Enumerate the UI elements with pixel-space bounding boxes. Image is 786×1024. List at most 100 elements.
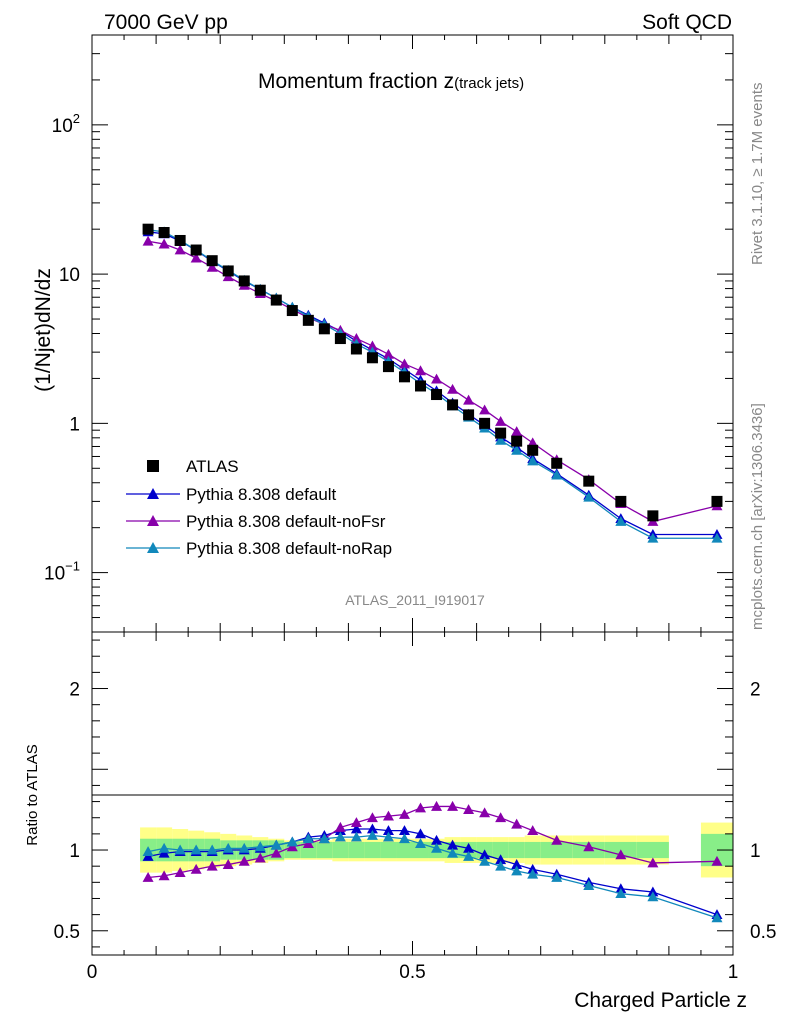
data-point-atlas bbox=[334, 333, 346, 345]
series-point bbox=[495, 415, 507, 426]
main-y-ticks: 10−1 1 10 102 bbox=[44, 34, 733, 633]
data-point-atlas bbox=[270, 294, 282, 306]
series-point bbox=[647, 532, 659, 543]
ratio-point bbox=[174, 844, 186, 855]
series-point bbox=[158, 238, 170, 249]
series-point bbox=[511, 444, 523, 455]
band-inner bbox=[316, 841, 333, 859]
ratio-point bbox=[511, 859, 523, 869]
ratio-point bbox=[463, 850, 475, 861]
ratio-point bbox=[398, 833, 410, 844]
data-point-atlas bbox=[495, 427, 507, 439]
legend-item-nofsr: Pythia 8.308 default-noFsr bbox=[126, 512, 386, 531]
data-point-atlas bbox=[190, 244, 202, 256]
ratio-point bbox=[382, 810, 394, 821]
ratio-point bbox=[647, 857, 659, 868]
series-point bbox=[206, 261, 218, 272]
main-panel: 10−1 1 10 102 bbox=[44, 34, 734, 633]
band-inner bbox=[508, 841, 525, 859]
ratio-panel: 0.5 0.5 1 1 2 2 bbox=[54, 631, 776, 956]
ratio-point bbox=[415, 838, 427, 848]
data-point-atlas bbox=[142, 223, 154, 235]
ratio-tick-label: 2 bbox=[69, 680, 80, 701]
ratio-point bbox=[334, 821, 346, 832]
ratio-point bbox=[254, 841, 266, 852]
data-point-atlas bbox=[479, 417, 491, 429]
ratio-point bbox=[366, 823, 378, 834]
ratio-tick-label-right: 1 bbox=[750, 841, 761, 862]
ratio-point bbox=[431, 842, 443, 853]
legend-marker-nofsr bbox=[147, 515, 159, 526]
ratio-tick-label: 0.5 bbox=[54, 922, 80, 943]
data-point-atlas bbox=[415, 380, 427, 392]
series-point bbox=[463, 394, 475, 405]
series-point bbox=[415, 365, 427, 376]
x-ticks: 0 0.5 1 bbox=[87, 35, 738, 983]
ratio-point bbox=[431, 800, 443, 811]
ratio-point bbox=[415, 828, 427, 839]
ratio-point bbox=[222, 859, 234, 869]
y-tick-label: 10 bbox=[59, 265, 80, 286]
plot-title: Momentum fraction z(track jets) bbox=[258, 70, 524, 93]
ratio-point bbox=[615, 888, 627, 899]
data-point-atlas bbox=[583, 475, 595, 487]
data-point-atlas bbox=[286, 305, 298, 317]
data-point-atlas bbox=[350, 343, 362, 355]
series-point bbox=[142, 235, 154, 246]
data-point-atlas bbox=[206, 255, 218, 267]
ratio-point bbox=[551, 871, 563, 882]
data-point-atlas bbox=[222, 265, 234, 277]
series-point bbox=[350, 333, 362, 343]
ratio-point bbox=[447, 839, 459, 850]
data-point-atlas bbox=[527, 444, 539, 456]
y-axis-label: (1/Njet)dN/dz bbox=[32, 268, 55, 392]
ratio-point bbox=[711, 912, 723, 923]
series-point bbox=[366, 340, 378, 351]
plot-title-sub: (track jets) bbox=[454, 75, 524, 92]
band-inner bbox=[540, 841, 573, 859]
data-point-atlas bbox=[431, 389, 443, 401]
data-point-atlas bbox=[302, 314, 314, 326]
series-point bbox=[511, 426, 523, 437]
ratio-point bbox=[206, 860, 218, 871]
legend-label-nofsr: Pythia 8.308 default-noFsr bbox=[186, 512, 386, 531]
data-point-atlas bbox=[366, 352, 378, 364]
series-point bbox=[431, 373, 443, 384]
plot-title-main: Momentum fraction z bbox=[258, 70, 454, 93]
legend-item-norap: Pythia 8.308 default-noRap bbox=[126, 539, 392, 558]
ratio-point bbox=[495, 812, 507, 823]
ratio-point bbox=[238, 842, 250, 853]
ratio-point bbox=[447, 800, 459, 811]
band-inner bbox=[380, 841, 397, 859]
ratio-point bbox=[142, 871, 154, 882]
series-point bbox=[711, 532, 723, 543]
ratio-point bbox=[190, 844, 202, 855]
energy-label: 7000 GeV pp bbox=[104, 11, 228, 34]
y-tick-label: 10−1 bbox=[44, 559, 80, 585]
ratio-y-ticks: 0.5 0.5 1 1 2 2 bbox=[54, 639, 776, 948]
series-point bbox=[382, 348, 394, 359]
series-point bbox=[583, 491, 595, 502]
process-label: Soft QCD bbox=[642, 11, 732, 34]
ratio-point bbox=[222, 842, 234, 853]
ratio-point bbox=[174, 867, 186, 878]
x-tick-label: 0 bbox=[87, 962, 98, 983]
ratio-point bbox=[270, 839, 282, 850]
ratio-axis-label: Ratio to ATLAS bbox=[24, 744, 41, 845]
ratio-plot-frame bbox=[91, 631, 734, 956]
ratio-point bbox=[415, 802, 427, 813]
data-point-atlas bbox=[158, 227, 170, 239]
mcplots-label: mcplots.cern.ch [arXiv:1306.3436] bbox=[749, 403, 766, 630]
data-point-atlas bbox=[511, 435, 523, 447]
ratio-point bbox=[527, 868, 539, 879]
ratio-point bbox=[254, 852, 266, 863]
legend-marker-atlas bbox=[147, 460, 159, 472]
ratio-point bbox=[495, 854, 507, 865]
data-point-atlas bbox=[254, 284, 266, 296]
x-axis-label: Charged Particle z bbox=[574, 989, 747, 1012]
band-inner bbox=[396, 841, 413, 859]
data-point-atlas bbox=[551, 457, 563, 469]
ratio-series bbox=[142, 800, 723, 923]
ratio-tick-label: 1 bbox=[69, 841, 80, 862]
